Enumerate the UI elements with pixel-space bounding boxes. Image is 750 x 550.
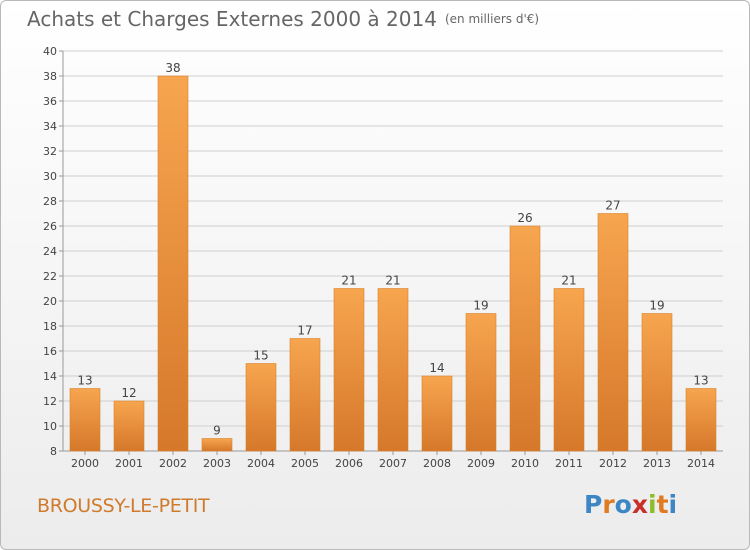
x-tick-label: 2010 <box>511 457 539 470</box>
chart-title-text: Achats et Charges Externes 2000 à 2014 <box>27 7 437 31</box>
y-tick-label: 28 <box>43 195 57 208</box>
bar-2004 <box>245 363 277 452</box>
x-tick-label: 2000 <box>71 457 99 470</box>
x-tick-label: 2003 <box>203 457 231 470</box>
y-tick-label: 26 <box>43 220 57 233</box>
x-tick-label: 2002 <box>159 457 187 470</box>
bar-2000 <box>69 388 101 452</box>
axis-layer: 8 10 12 14 16 18 20 22 24 26 28 30 32 34 36 38 40 2000 200… <box>43 45 723 470</box>
x-tick-label: 2014 <box>687 457 715 470</box>
x-tick-label: 2005 <box>291 457 319 470</box>
data-label-2011: 21 <box>561 274 576 288</box>
logo-letter: i <box>648 490 657 519</box>
data-label-2004: 15 <box>253 349 268 363</box>
x-tick-label: 2009 <box>467 457 495 470</box>
proxiti-logo[interactable]: Proxiti <box>584 490 677 519</box>
y-tick-label: 18 <box>43 320 57 333</box>
commune-name: BROUSSY-LE-PETIT <box>37 495 210 517</box>
x-tick-label: 2013 <box>643 457 671 470</box>
chart-title: Achats et Charges Externes 2000 à 2014 (e… <box>27 7 539 31</box>
y-tick-label: 34 <box>43 120 57 133</box>
y-tick-label: 36 <box>43 95 57 108</box>
bar-2014 <box>685 388 717 452</box>
logo-letter: i <box>668 490 678 519</box>
y-tick-label: 10 <box>43 420 57 433</box>
logo-letter: P <box>584 490 603 519</box>
y-tick-label: 16 <box>43 345 57 358</box>
x-tick-label: 2004 <box>247 457 275 470</box>
logo-letter: t <box>656 490 669 519</box>
data-label-2000: 13 <box>77 374 92 388</box>
bar-layer <box>69 75 717 452</box>
data-label-2001: 12 <box>121 386 136 400</box>
data-label-2013: 19 <box>649 299 664 313</box>
data-label-2012: 27 <box>605 199 620 213</box>
bar-2002 <box>157 75 189 452</box>
bar-2009 <box>465 313 497 452</box>
data-label-2010: 26 <box>517 211 532 225</box>
y-tick-label: 24 <box>43 245 57 258</box>
bar-2005 <box>289 338 321 452</box>
y-tick-label: 14 <box>43 370 57 383</box>
logo-letter: o <box>614 490 632 519</box>
data-label-2005: 17 <box>297 324 312 338</box>
bar-2008 <box>421 375 453 452</box>
x-tick-label: 2007 <box>379 457 407 470</box>
bar-2011 <box>553 288 585 452</box>
x-tick-label: 2011 <box>555 457 583 470</box>
bar-2010 <box>509 225 541 452</box>
label-layer: 13 12 38 9 15 17 21 21 14 19 26 21 27 19 13 <box>77 61 708 438</box>
bar-2003 <box>201 438 233 452</box>
y-tick-label: 8 <box>50 445 57 458</box>
logo-letter: x <box>631 490 648 519</box>
data-label-2007: 21 <box>385 274 400 288</box>
data-label-2002: 38 <box>165 61 180 75</box>
bar-2013 <box>641 313 673 452</box>
y-tick-label: 40 <box>43 45 57 58</box>
data-label-2009: 19 <box>473 299 488 313</box>
y-tick-label: 30 <box>43 170 57 183</box>
y-tick-label: 12 <box>43 395 57 408</box>
x-tick-label: 2001 <box>115 457 143 470</box>
x-tick-label: 2012 <box>599 457 627 470</box>
x-tick-label: 2006 <box>335 457 363 470</box>
data-label-2006: 21 <box>341 274 356 288</box>
y-tick-label: 32 <box>43 145 57 158</box>
chart-unit: (en milliers d'€) <box>444 12 540 26</box>
y-tick-label: 38 <box>43 70 57 83</box>
data-label-2003: 9 <box>213 424 221 438</box>
x-tick-label: 2008 <box>423 457 451 470</box>
bar-2006 <box>333 288 365 452</box>
logo-letter: r <box>602 490 615 519</box>
data-label-2008: 14 <box>429 361 444 375</box>
bar-2007 <box>377 288 409 452</box>
y-tick-label: 20 <box>43 295 57 308</box>
y-tick-label: 22 <box>43 270 57 283</box>
bar-2001 <box>113 400 145 452</box>
bar-2012 <box>597 213 629 452</box>
data-label-2014: 13 <box>693 374 708 388</box>
